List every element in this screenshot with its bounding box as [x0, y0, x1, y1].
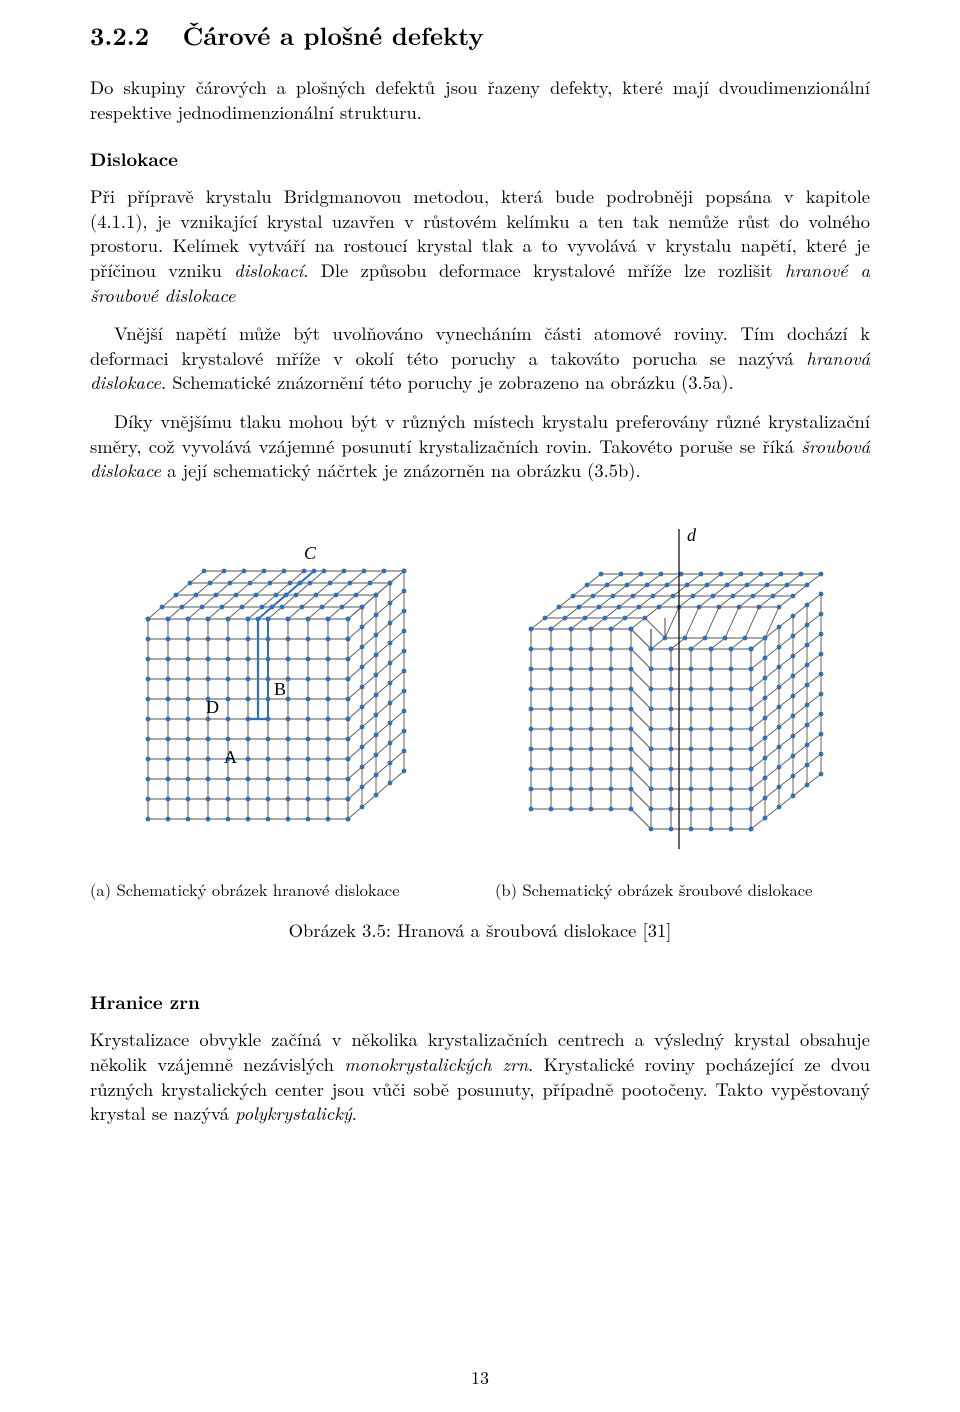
section-title: Čárové a plošné defekty: [183, 18, 484, 53]
text-segment: . Dle způsobu deformace krystalové mříže…: [303, 257, 785, 283]
page: 3.2.2 Čárové a plošné defekty Do skupiny…: [0, 18, 960, 1412]
figure-main-caption: Obrázek 3.5: Hranová a šroubová dislokac…: [90, 917, 870, 943]
svg-text:C: C: [304, 543, 317, 563]
subcaption-a: (a) Schematický obrázek hranové dislokac…: [90, 879, 465, 900]
text-segment: a její schematický náčrtek je znázorněn …: [161, 457, 641, 483]
paragraph-dislokace-3: Díky vnějšímu tlaku mohou být v různých …: [90, 409, 870, 483]
figure-row: D B A C (a) Schematický obrázek hranové dis…: [90, 519, 870, 900]
svg-text:B: B: [274, 679, 286, 699]
svg-text:D: D: [206, 697, 219, 717]
figure-b-svg: d: [503, 519, 863, 859]
section-number: 3.2.2: [90, 18, 149, 53]
paragraph-dislokace-2: Vnější napětí může být uvolňováno vynech…: [90, 321, 870, 395]
paragraph-intro: Do skupiny čárových a plošných defektů j…: [90, 75, 870, 124]
subheading-dislokace: Dislokace: [90, 146, 870, 172]
text-segment: Díky vnějšímu tlaku mohou být v různých …: [90, 408, 870, 459]
figure-cell-b: d (b) Schematický obrázek šroubové dislo…: [495, 519, 870, 900]
svg-text:A: A: [224, 747, 237, 767]
italic-term: monokrystalických zrn: [344, 1051, 528, 1077]
subheading-hranice-zrn: Hranice zrn: [90, 989, 870, 1015]
text-segment: Vnější napětí může být uvolňováno vynech…: [90, 320, 870, 371]
svg-text:d: d: [687, 525, 697, 545]
figure-a-svg: D B A C: [108, 519, 448, 859]
paragraph-hranice: Krystalizace obvykle začíná v několika k…: [90, 1027, 870, 1125]
text-segment: . Schematické znázornění této poruchy je…: [161, 369, 734, 395]
subcaption-b: (b) Schematický obrázek šroubové disloka…: [495, 879, 870, 900]
section-heading: 3.2.2 Čárové a plošné defekty: [90, 18, 870, 53]
page-number: 13: [0, 1365, 960, 1390]
figure-cell-a: D B A C (a) Schematický obrázek hranové dis…: [90, 519, 465, 900]
italic-term: polykrystalický: [235, 1100, 352, 1126]
paragraph-dislokace-1: Při přípravě krystalu Bridgmanovou metod…: [90, 184, 870, 307]
italic-term: dislokací: [234, 257, 303, 283]
text-segment: .: [352, 1100, 357, 1126]
